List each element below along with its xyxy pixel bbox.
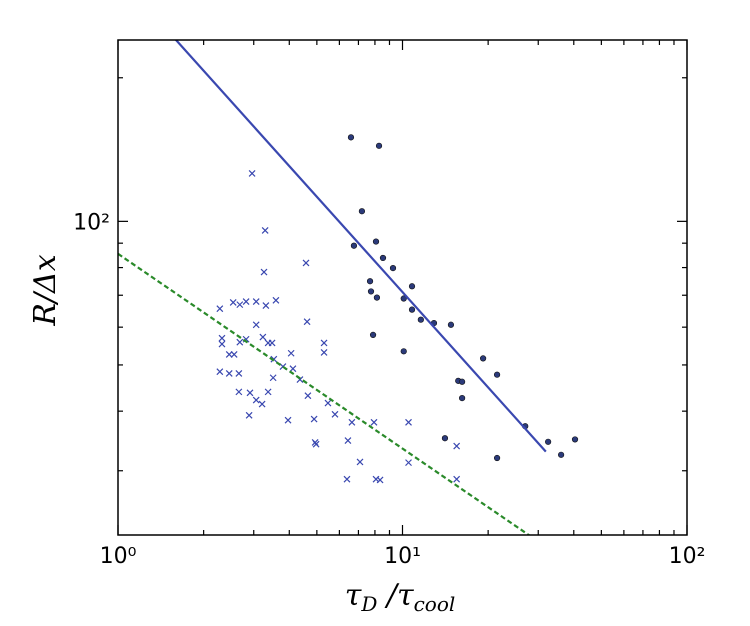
x-marker (236, 301, 244, 309)
x-marker (356, 458, 364, 466)
x-marker (269, 374, 277, 382)
x-tick-label: 10² (669, 544, 706, 569)
x-marker (216, 305, 224, 313)
x-marker (320, 339, 328, 347)
dot-marker (493, 371, 501, 378)
x-marker (236, 338, 244, 346)
x-marker (258, 400, 266, 408)
x-marker (235, 369, 243, 377)
x-marker (235, 388, 243, 396)
x-marker (405, 418, 412, 426)
dot-marker (379, 254, 387, 262)
dot-marker (373, 294, 381, 301)
x-label-part: D (360, 592, 377, 616)
dot-marker (479, 355, 487, 362)
x-marker (218, 334, 226, 342)
x-marker (303, 318, 311, 326)
x-marker (218, 340, 226, 348)
x-marker (348, 418, 356, 426)
x-axis-label: τD /τcool (345, 578, 456, 616)
x-marker (259, 333, 267, 341)
x-marker (376, 476, 384, 484)
x-marker (252, 298, 260, 305)
dot-marker (375, 142, 383, 149)
dot-marker (366, 278, 374, 285)
dot-marker (558, 451, 565, 458)
x-marker (252, 396, 260, 404)
x-label-part: cool (414, 592, 456, 616)
x-marker (248, 170, 256, 177)
x-marker (405, 459, 412, 467)
x-marker (261, 227, 269, 234)
x-marker (453, 475, 461, 483)
y-axis-label: R/Δx (28, 254, 63, 326)
x-marker (289, 365, 297, 373)
y-tick-label: 10² (73, 210, 110, 235)
x-marker (453, 442, 461, 450)
x-marker (264, 388, 272, 396)
x-marker (370, 418, 378, 426)
dot-marker (493, 454, 501, 462)
x-marker (262, 302, 270, 309)
dot-marker (389, 264, 397, 272)
x-marker (343, 475, 351, 483)
dot-marker (408, 306, 416, 313)
fit-line (118, 252, 531, 535)
dot-marker (459, 395, 466, 402)
dot-marker (358, 208, 366, 215)
dot-marker (441, 435, 449, 442)
dot-marker (447, 321, 455, 328)
dot-marker (367, 288, 375, 295)
x-marker (216, 368, 224, 376)
x-marker (272, 296, 280, 304)
x-marker (324, 399, 332, 407)
x-marker (225, 369, 233, 377)
x-marker (268, 339, 276, 347)
x-marker (310, 415, 318, 423)
x-marker (242, 298, 250, 305)
x-label-part: τ (345, 578, 362, 613)
dot-marker (350, 242, 358, 249)
x-marker (312, 440, 320, 448)
x-marker (229, 299, 237, 306)
x-marker (225, 351, 233, 358)
dot-marker (372, 238, 380, 245)
x-marker (245, 411, 253, 419)
x-tick-label: 10⁰ (100, 544, 137, 569)
x-marker (230, 351, 238, 358)
dot-marker (347, 134, 355, 141)
dot-marker (417, 316, 424, 323)
plot-area (118, 40, 579, 535)
dot-marker (369, 331, 377, 339)
x-marker (304, 392, 312, 400)
dot-marker (459, 378, 466, 385)
dot-marker (400, 348, 407, 355)
dot-marker (545, 438, 552, 445)
x-marker (287, 349, 295, 357)
dot-marker (571, 436, 579, 443)
fit-line (174, 40, 547, 453)
x-marker (252, 321, 260, 329)
x-marker (246, 389, 254, 397)
x-tick-label: 10¹ (384, 544, 421, 569)
x-marker (302, 259, 310, 267)
x-marker (344, 437, 352, 445)
x-marker (331, 410, 339, 418)
dot-marker (400, 295, 407, 302)
x-label-part: /τ (377, 578, 414, 613)
x-marker (284, 416, 292, 424)
x-marker (260, 268, 268, 276)
dot-marker (408, 283, 416, 290)
axes-frame (117, 39, 688, 536)
x-marker (320, 349, 328, 356)
